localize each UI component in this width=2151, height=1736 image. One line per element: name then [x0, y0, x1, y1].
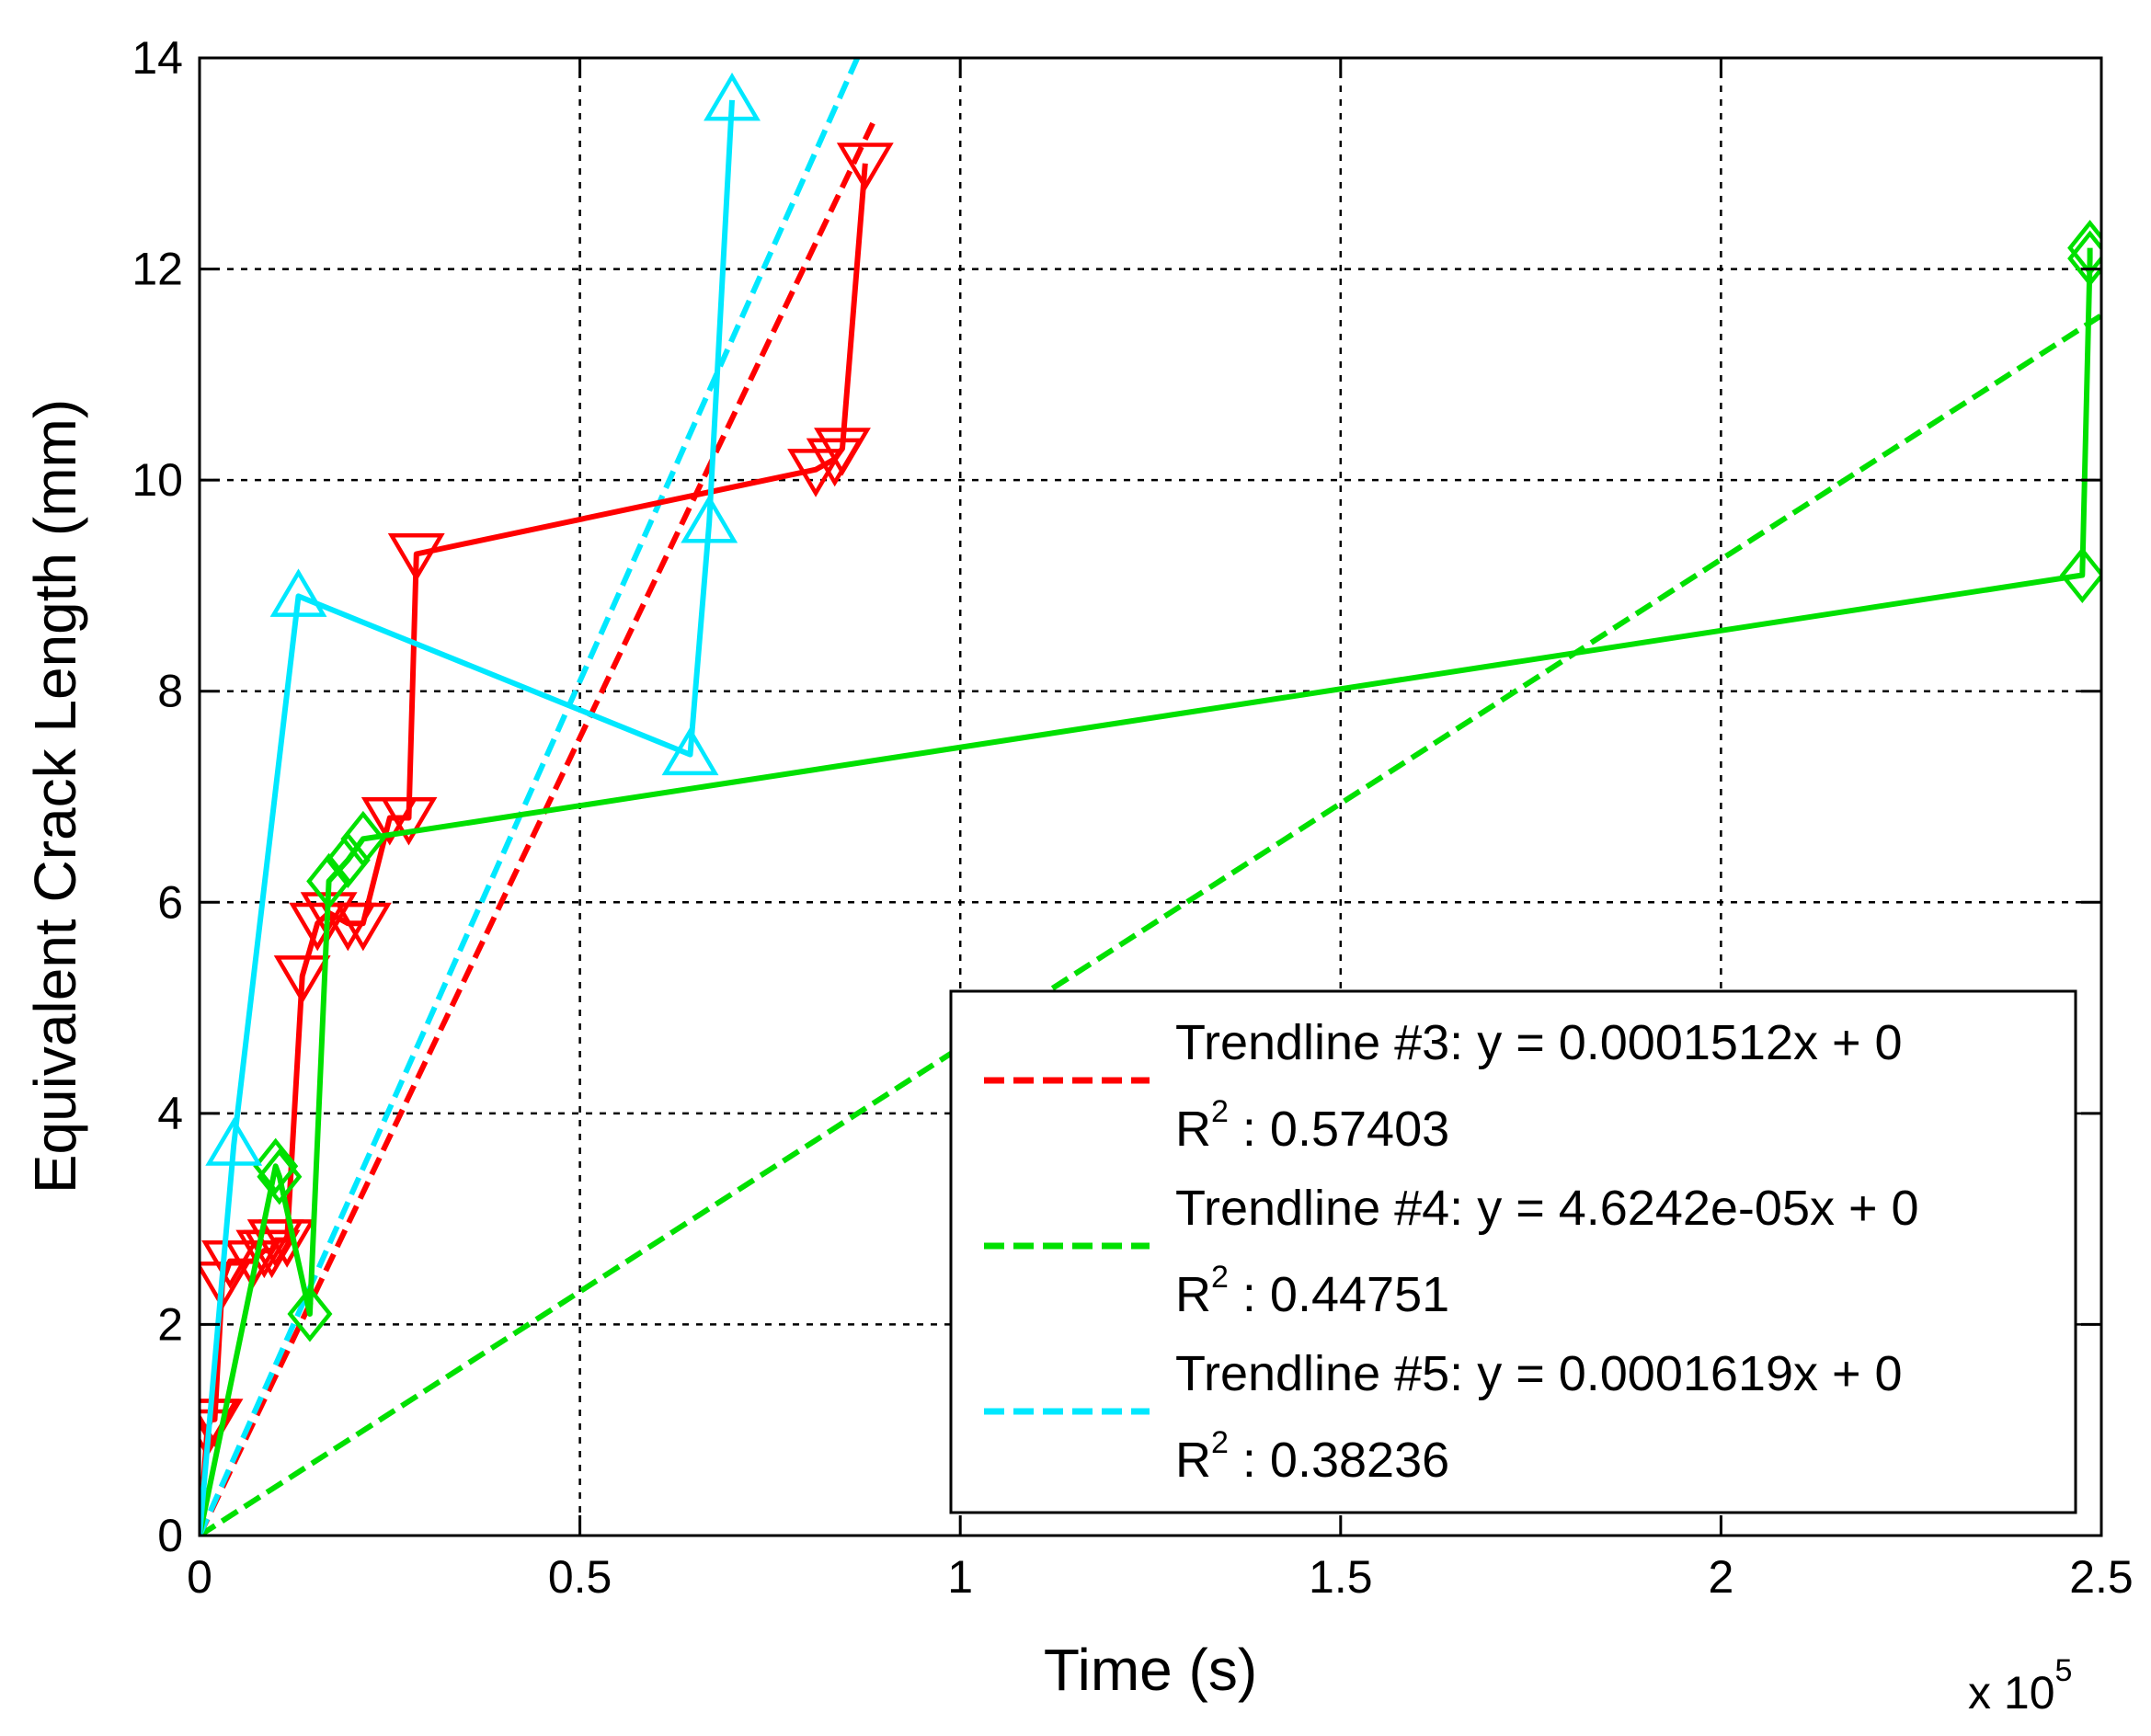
diamond-marker: [2067, 220, 2101, 277]
legend-label-trendline-3: Trendline #3: y = 0.0001512x + 0: [1175, 1015, 1903, 1070]
x-tick-label: 0: [187, 1551, 212, 1603]
x-exponent-base: x 10: [1968, 1667, 2055, 1719]
y-tick-label: 2: [157, 1298, 183, 1350]
triangle-up-marker: [269, 568, 327, 617]
x-exponent-power: 5: [2055, 1653, 2073, 1688]
x-tick-label: 2: [1708, 1551, 1733, 1603]
triangle-down-marker: [273, 955, 331, 1004]
x-tick-label: 1: [947, 1551, 973, 1603]
triangle-down-marker: [836, 143, 894, 191]
x-tick-label: 2.5: [2069, 1551, 2134, 1603]
legend: Trendline #3: y = 0.0001512x + 0 R2 : 0.…: [949, 989, 2077, 1514]
triangle-up-marker: [205, 1117, 263, 1166]
triangle-down-marker: [814, 428, 871, 476]
x-tick-label: 1.5: [1309, 1551, 1373, 1603]
triangle-down-marker: [387, 532, 445, 582]
legend-r2-trendline-4: R2 : 0.44751: [1175, 1260, 1449, 1322]
legend-label-trendline-4: Trendline #4: y = 4.6242e-05x + 0: [1175, 1181, 1919, 1236]
y-tick-label: 12: [132, 244, 183, 295]
y-tick-label: 4: [157, 1088, 183, 1139]
triangle-up-marker: [681, 494, 738, 543]
x-axis-title: Time (s): [1044, 1637, 1257, 1703]
y-axis-title: Equivalent Crack Length (mm): [22, 399, 88, 1194]
triangle-up-marker: [704, 72, 761, 121]
legend-label-trendline-5: Trendline #5: y = 0.0001619x + 0: [1175, 1346, 1903, 1401]
diamond-marker: [340, 810, 386, 868]
x-exponent-label: x 105: [1968, 1653, 2072, 1719]
legend-r2-trendline-5: R2 : 0.38236: [1175, 1425, 1449, 1488]
axis-ticks: 0 0.5 1 1.5 2 2.5 0 2 4 6 8 10 12 14: [132, 32, 2133, 1603]
diamond-marker: [306, 852, 352, 909]
diamond-marker: [287, 1285, 333, 1342]
y-tick-label: 0: [157, 1510, 183, 1561]
trendline-3: [200, 121, 875, 1536]
legend-r2-trendline-3: R2 : 0.57403: [1175, 1094, 1449, 1157]
y-tick-label: 6: [157, 876, 183, 928]
series-4: [200, 220, 2101, 1536]
plot-frame: [198, 56, 2103, 1537]
series-line: [200, 99, 735, 1536]
diamond-marker: [2067, 230, 2101, 287]
diamond-marker: [2059, 546, 2101, 604]
data-series: [200, 72, 2101, 1536]
y-tick-label: 14: [132, 32, 183, 84]
triangle-down-marker: [334, 902, 392, 952]
triangle-up-marker: [661, 726, 719, 776]
y-tick-label: 10: [132, 454, 183, 506]
x-tick-label: 0.5: [548, 1551, 612, 1603]
y-tick-label: 8: [157, 666, 183, 717]
trendline-4: [200, 313, 2101, 1536]
diamond-marker: [253, 1137, 299, 1194]
diamond-marker: [325, 831, 371, 888]
triangle-down-marker: [289, 902, 347, 952]
triangle-down-marker: [200, 1399, 244, 1447]
triangle-down-marker: [380, 796, 438, 846]
diamond-marker: [257, 1148, 303, 1205]
series-5: [200, 72, 761, 1536]
